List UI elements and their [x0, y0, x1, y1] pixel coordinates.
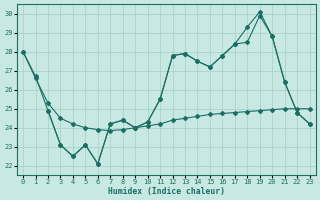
X-axis label: Humidex (Indice chaleur): Humidex (Indice chaleur) — [108, 187, 225, 196]
